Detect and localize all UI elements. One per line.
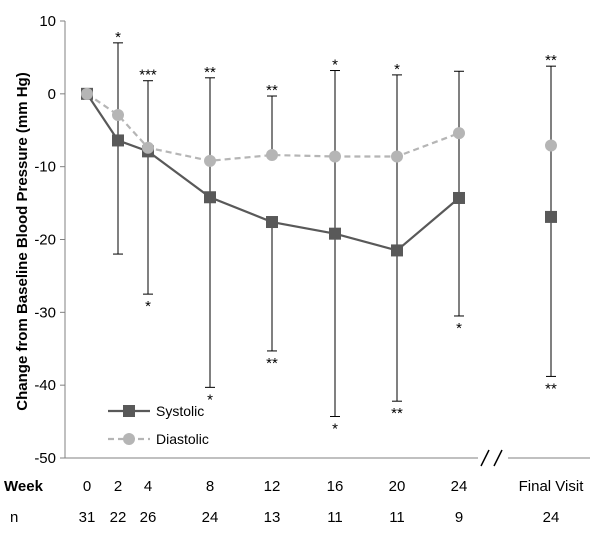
y-tick-label: -50 <box>34 450 56 467</box>
significance-marker-above: * <box>115 29 121 46</box>
data-point-systolic <box>545 210 557 223</box>
y-tick-label: -10 <box>34 159 56 176</box>
n-value-label: 13 <box>264 509 281 526</box>
x-tick-label: 24 <box>451 478 468 495</box>
y-tick-label: -40 <box>34 377 56 394</box>
x-tick-label: Final Visit <box>519 478 585 495</box>
axis-break-mark <box>480 449 490 467</box>
x-tick-label: 2 <box>114 478 122 495</box>
significance-marker-above: ** <box>545 52 557 69</box>
significance-marker-below: * <box>145 298 151 315</box>
n-value-label: 26 <box>140 509 157 526</box>
n-value-label: 31 <box>79 509 96 526</box>
week-row-label: Week <box>4 478 44 495</box>
data-point-diastolic <box>391 150 403 163</box>
data-point-systolic <box>391 244 403 257</box>
legend-label-diastolic: Diastolic <box>156 431 209 447</box>
x-tick-label: 16 <box>327 478 344 495</box>
significance-marker-below: ** <box>545 380 557 397</box>
x-tick-label: 12 <box>264 478 281 495</box>
n-value-label: 22 <box>110 509 127 526</box>
data-point-systolic <box>204 191 216 204</box>
legend-marker-diastolic <box>123 433 135 445</box>
n-value-label: 11 <box>327 509 343 526</box>
significance-marker-above: * <box>332 57 338 74</box>
x-tick-label: 20 <box>389 478 406 495</box>
y-tick-label: -30 <box>34 304 56 321</box>
y-axis-title: Change from Baseline Blood Pressure (mm … <box>14 72 31 410</box>
y-tick-label: 10 <box>39 13 56 30</box>
significance-marker-above: * <box>394 61 400 78</box>
data-point-diastolic <box>545 139 557 152</box>
n-value-label: 11 <box>389 509 405 526</box>
significance-marker-below: * <box>456 320 462 337</box>
data-point-diastolic <box>81 87 93 100</box>
data-point-diastolic <box>453 127 465 140</box>
axis-break-mark <box>493 449 503 467</box>
data-point-systolic <box>266 216 278 229</box>
data-point-diastolic <box>204 154 216 167</box>
x-tick-label: 0 <box>83 478 91 495</box>
y-tick-label: -20 <box>34 232 56 249</box>
n-value-label: 9 <box>455 509 463 526</box>
y-tick-label: 0 <box>48 86 56 103</box>
data-point-systolic <box>329 227 341 240</box>
series-line-diastolic <box>86 92 460 162</box>
significance-marker-below: ** <box>391 405 403 422</box>
n-value-label: 24 <box>202 509 219 526</box>
n-value-label: 24 <box>543 509 560 526</box>
significance-marker-above: ** <box>266 82 278 99</box>
data-point-diastolic <box>112 108 124 121</box>
significance-marker-above: ** <box>204 64 216 81</box>
significance-marker-below: ** <box>266 355 278 372</box>
significance-marker-below: * <box>207 391 213 408</box>
x-tick-label: 4 <box>144 478 152 495</box>
legend-marker-systolic <box>123 405 135 417</box>
significance-marker-below: * <box>332 420 338 437</box>
legend-label-systolic: Systolic <box>156 403 204 419</box>
data-point-systolic <box>112 134 124 147</box>
data-point-diastolic <box>329 150 341 163</box>
data-point-diastolic <box>266 149 278 162</box>
data-point-diastolic <box>142 141 154 154</box>
n-row-label: n <box>10 509 18 526</box>
data-point-systolic <box>453 191 465 204</box>
significance-marker-above: *** <box>139 67 157 84</box>
x-tick-label: 8 <box>206 478 214 495</box>
